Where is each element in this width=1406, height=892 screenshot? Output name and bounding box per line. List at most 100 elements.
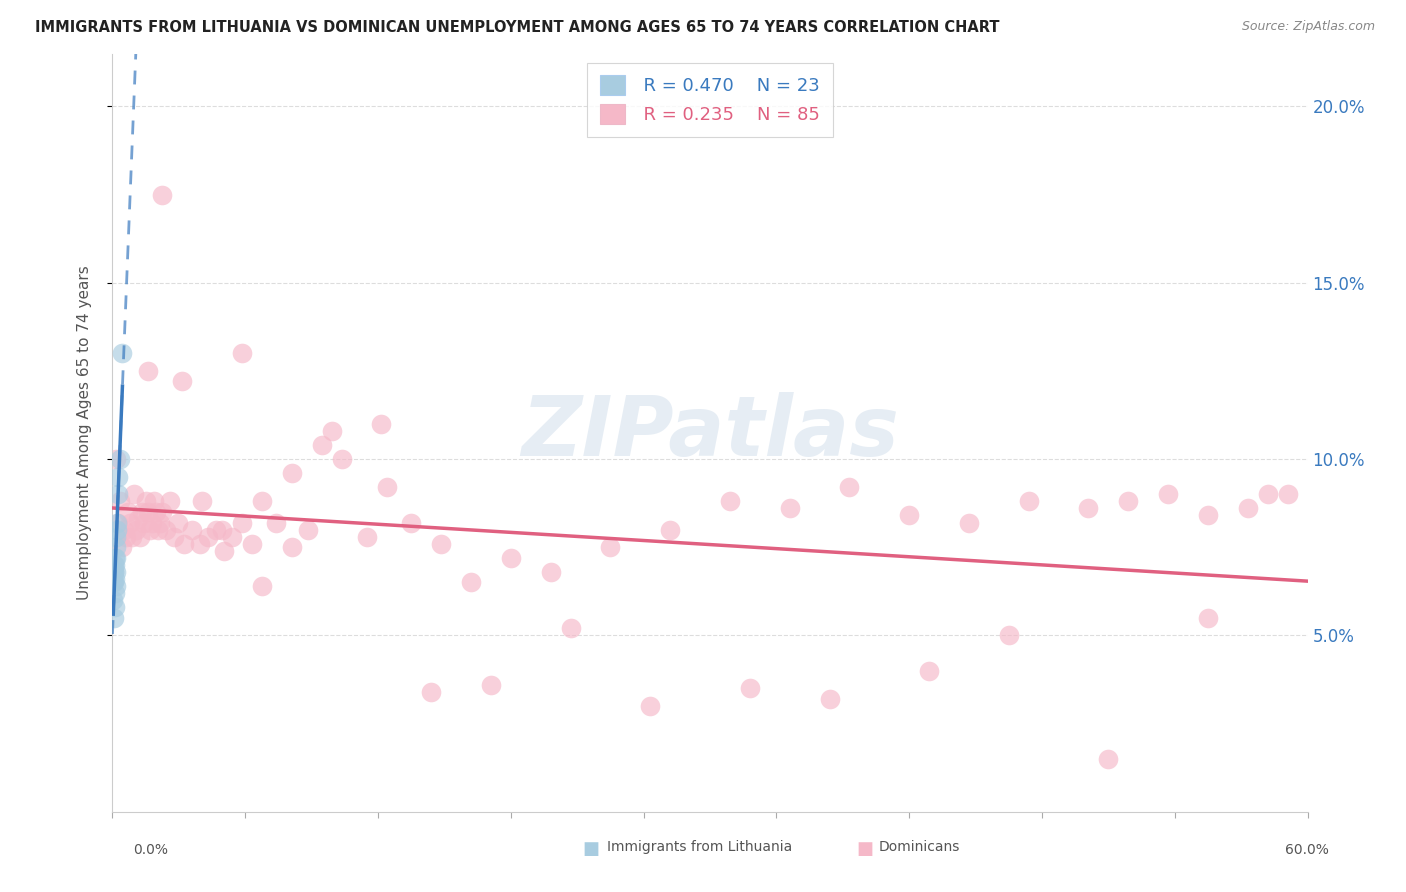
Point — [117, 505, 139, 519]
Point — [172, 375, 194, 389]
Point — [111, 346, 134, 360]
Text: Dominicans: Dominicans — [879, 840, 960, 855]
Legend:   R = 0.470    N = 23,   R = 0.235    N = 85: R = 0.470 N = 23, R = 0.235 N = 85 — [588, 62, 832, 136]
Point — [103, 565, 125, 579]
Point — [211, 523, 233, 537]
Point — [205, 523, 228, 537]
Point — [105, 516, 128, 530]
Point — [377, 480, 399, 494]
Point — [957, 516, 980, 530]
Point — [221, 530, 243, 544]
Point — [188, 537, 211, 551]
Text: ■: ■ — [582, 840, 599, 858]
Point — [127, 512, 149, 526]
Point — [103, 558, 125, 572]
Point — [104, 550, 127, 565]
Point — [120, 516, 142, 530]
Point — [540, 565, 562, 579]
Point — [401, 516, 423, 530]
Point — [264, 516, 287, 530]
Point — [103, 611, 125, 625]
Point — [173, 537, 195, 551]
Point — [108, 452, 131, 467]
Text: Immigrants from Lithuania: Immigrants from Lithuania — [607, 840, 793, 855]
Point — [420, 685, 443, 699]
Point — [1077, 501, 1099, 516]
Point — [818, 691, 841, 706]
Y-axis label: Unemployment Among Ages 65 to 74 years: Unemployment Among Ages 65 to 74 years — [77, 265, 91, 600]
Point — [145, 505, 167, 519]
Point — [105, 452, 128, 467]
Text: Source: ZipAtlas.com: Source: ZipAtlas.com — [1241, 20, 1375, 33]
Text: 0.0%: 0.0% — [134, 843, 169, 857]
Point — [311, 438, 333, 452]
Point — [163, 530, 186, 544]
Point — [281, 466, 304, 480]
Point — [430, 537, 453, 551]
Point — [231, 346, 253, 360]
Point — [560, 621, 582, 635]
Point — [640, 698, 662, 713]
Point — [330, 452, 353, 467]
Point — [110, 494, 132, 508]
Point — [718, 494, 741, 508]
Point — [297, 523, 319, 537]
Point — [150, 187, 173, 202]
Point — [131, 505, 153, 519]
Point — [115, 530, 138, 544]
Point — [105, 550, 128, 565]
Point — [121, 530, 143, 544]
Point — [141, 516, 163, 530]
Point — [1277, 487, 1299, 501]
Point — [103, 565, 125, 579]
Point — [105, 540, 128, 554]
Point — [125, 523, 148, 537]
Point — [918, 664, 941, 678]
Point — [838, 480, 860, 494]
Point — [107, 516, 129, 530]
Text: IMMIGRANTS FROM LITHUANIA VS DOMINICAN UNEMPLOYMENT AMONG AGES 65 TO 74 YEARS CO: IMMIGRANTS FROM LITHUANIA VS DOMINICAN U… — [35, 20, 1000, 35]
Point — [103, 575, 125, 590]
Point — [143, 494, 166, 508]
Point — [321, 424, 343, 438]
Point — [105, 523, 128, 537]
Point — [370, 417, 392, 431]
Point — [191, 494, 214, 508]
Text: 60.0%: 60.0% — [1285, 843, 1329, 857]
Point — [103, 593, 125, 607]
Point — [104, 586, 127, 600]
Point — [138, 505, 160, 519]
Point — [479, 678, 502, 692]
Point — [107, 487, 129, 501]
Point — [134, 516, 156, 530]
Point — [149, 516, 172, 530]
Point — [499, 550, 522, 565]
Point — [148, 523, 170, 537]
Point — [1097, 752, 1119, 766]
Point — [104, 565, 127, 579]
Point — [107, 469, 129, 483]
Point — [111, 540, 134, 554]
Text: ■: ■ — [856, 840, 873, 858]
Point — [197, 530, 219, 544]
Point — [1257, 487, 1279, 501]
Point — [150, 505, 173, 519]
Point — [139, 523, 162, 537]
Point — [124, 487, 146, 501]
Point — [129, 530, 152, 544]
Point — [356, 530, 378, 544]
Point — [212, 543, 235, 558]
Text: ZIPatlas: ZIPatlas — [522, 392, 898, 473]
Point — [114, 523, 135, 537]
Point — [1018, 494, 1040, 508]
Point — [167, 516, 190, 530]
Point — [231, 516, 253, 530]
Point — [1118, 494, 1140, 508]
Point — [460, 575, 482, 590]
Point — [1197, 611, 1219, 625]
Point — [159, 494, 181, 508]
Point — [155, 523, 177, 537]
Point — [1157, 487, 1180, 501]
Point — [104, 600, 127, 615]
Point — [181, 523, 204, 537]
